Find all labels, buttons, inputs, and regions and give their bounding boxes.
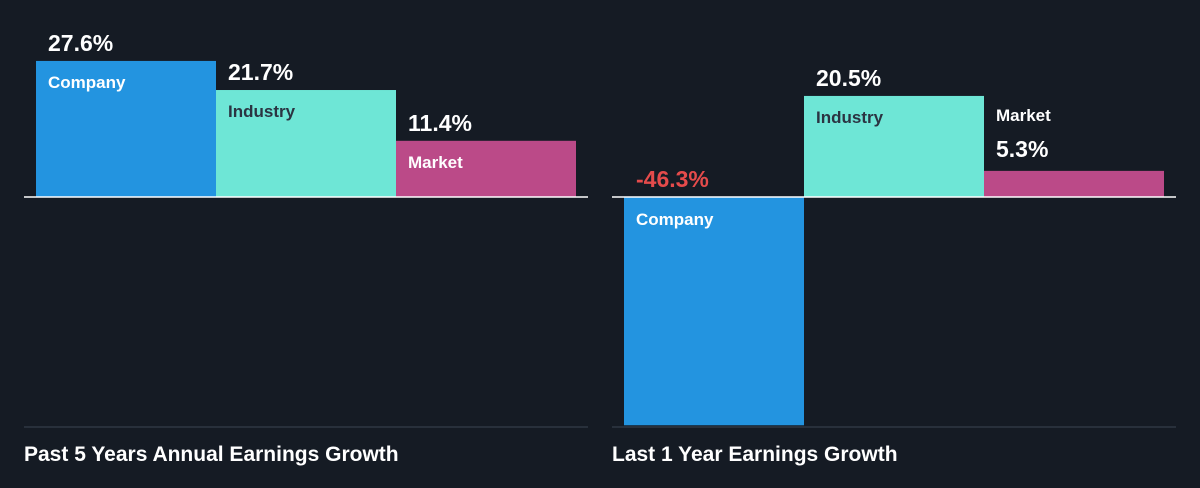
past-5-years-industry-category-label: Industry xyxy=(228,102,296,121)
last-1-year-industry-bar xyxy=(804,95,984,197)
past-5-years-market-bar xyxy=(396,140,576,197)
past-5-years-chart-title: Past 5 Years Annual Earnings Growth xyxy=(24,443,399,466)
past-5-years-company-value-label: 27.6% xyxy=(48,30,113,56)
last-1-year-market-category-label: Market xyxy=(996,106,1051,125)
last-1-year-industry-category-label: Industry xyxy=(816,108,884,127)
last-1-year-company-category-label: Company xyxy=(636,210,714,229)
past-5-years-industry-value-label: 21.7% xyxy=(228,59,293,85)
last-1-year-company-value-label: -46.3% xyxy=(636,166,709,192)
past-5-years-market-category-label: Market xyxy=(408,153,463,172)
last-1-year-company-bar xyxy=(624,197,804,426)
past-5-years-company-category-label: Company xyxy=(48,73,126,92)
last-1-year-industry-value-label: 20.5% xyxy=(816,65,881,91)
last-1-year-chart-title: Last 1 Year Earnings Growth xyxy=(612,443,898,466)
past-5-years-company-bar xyxy=(36,60,216,197)
past-5-years-market-value-label: 11.4% xyxy=(408,110,472,136)
past-5-years-industry-bar xyxy=(216,90,396,197)
last-1-year-market-bar xyxy=(984,170,1164,197)
last-1-year-market-value-label: 5.3% xyxy=(996,136,1048,162)
